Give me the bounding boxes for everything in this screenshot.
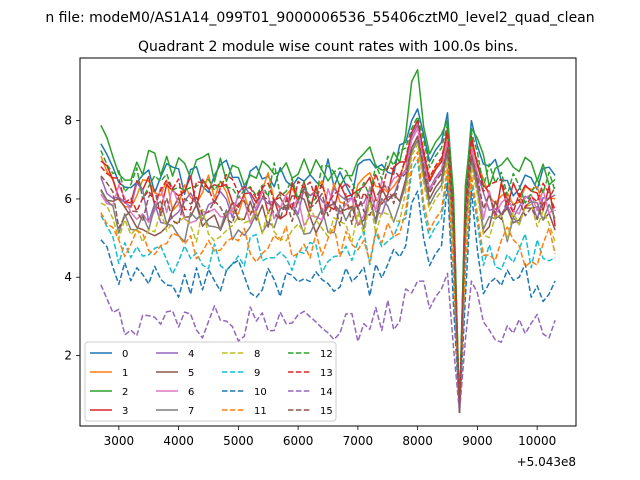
y-tick-label: 2	[64, 349, 72, 363]
legend-label: 10	[254, 387, 267, 398]
legend-label: 11	[254, 406, 267, 417]
legend-entry-15: 15	[288, 406, 333, 417]
legend-label: 7	[188, 406, 194, 417]
x-axis: 3000 4000 5000 6000 7000 8000 9000 10000	[104, 426, 556, 448]
x-tick-label: 10000	[518, 434, 556, 448]
legend-frame	[84, 341, 337, 422]
legend-label: 15	[320, 406, 333, 417]
x-tick-label: 5000	[223, 434, 254, 448]
legend-entry-3: 3	[90, 406, 128, 417]
x-tick-label: 9000	[462, 434, 493, 448]
plot-lines	[100, 68, 556, 414]
y-tick-label: 8	[64, 114, 72, 128]
legend-entry-1: 1	[90, 368, 128, 379]
legend-label: 6	[188, 387, 194, 398]
legend-entry-0: 0	[90, 349, 128, 360]
series-line-12	[100, 115, 556, 414]
series-line-2	[100, 68, 556, 414]
legend-entry-11: 11	[222, 406, 267, 417]
series-line-0	[100, 108, 556, 414]
legend-label: 2	[122, 387, 128, 398]
legend-entry-9: 9	[222, 368, 260, 379]
x-offset-label: +5.043e8	[517, 455, 576, 469]
series-line-11	[100, 151, 556, 414]
series-line-15	[100, 135, 556, 414]
figure-suptitle: n file: modeM0/AS1A14_099T01_9000006536_…	[45, 10, 594, 26]
legend-entry-4: 4	[156, 349, 194, 360]
legend-label: 4	[188, 349, 194, 360]
x-tick-label: 7000	[343, 434, 374, 448]
y-tick-label: 4	[64, 270, 72, 284]
x-tick-label: 3000	[104, 434, 135, 448]
x-tick-label: 6000	[283, 434, 314, 448]
legend-label: 8	[254, 349, 260, 360]
legend-label: 0	[122, 349, 128, 360]
plot-frame	[79, 57, 577, 427]
legend-label: 13	[320, 368, 333, 379]
series-line-9	[100, 159, 556, 414]
legend-label: 3	[122, 406, 128, 417]
x-tick-label: 8000	[402, 434, 433, 448]
series-line-10	[100, 182, 556, 414]
legend-entry-12: 12	[288, 349, 333, 360]
legend-label: 14	[320, 387, 333, 398]
legend-entry-2: 2	[90, 387, 128, 398]
legend-label: 12	[320, 349, 333, 360]
legend-entry-7: 7	[156, 406, 194, 417]
legend-label: 1	[122, 368, 128, 379]
series-line-14	[100, 272, 556, 414]
legend-entry-5: 5	[156, 368, 194, 379]
legend-entry-14: 14	[288, 387, 333, 398]
legend-entry-6: 6	[156, 387, 194, 398]
chart-title: Quadrant 2 module wise count rates with …	[138, 39, 518, 55]
series-line-7	[100, 139, 556, 414]
legend-entry-8: 8	[222, 349, 260, 360]
x-tick-label: 4000	[163, 434, 194, 448]
y-axis: 2 4 6 8	[64, 114, 80, 363]
legend-entry-13: 13	[288, 368, 333, 379]
legend-label: 5	[188, 368, 194, 379]
series-line-13	[100, 119, 556, 414]
legend-label: 9	[254, 368, 260, 379]
legend-entry-10: 10	[222, 387, 267, 398]
y-tick-label: 6	[64, 192, 72, 206]
